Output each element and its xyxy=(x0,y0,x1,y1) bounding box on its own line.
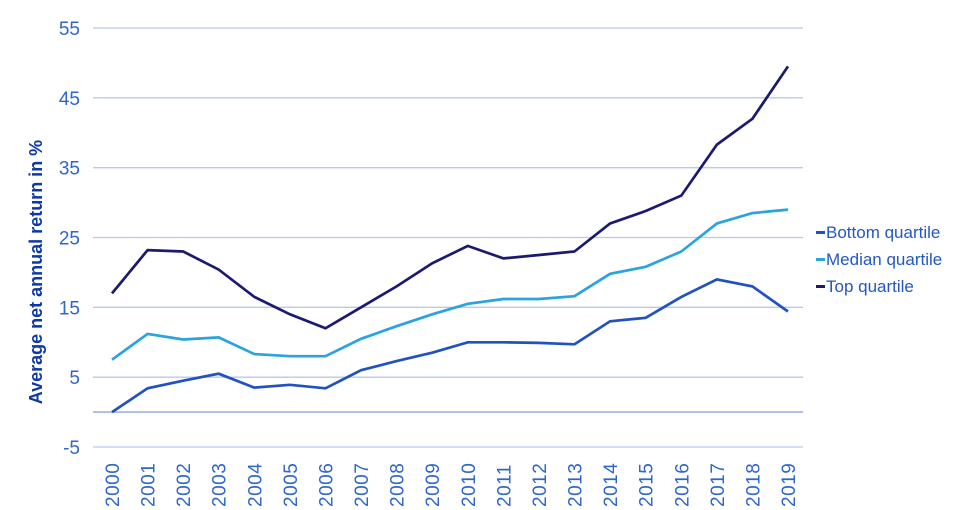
legend: Bottom quartile Median quartile Top quar… xyxy=(816,219,942,300)
x-tick-label: 2014 xyxy=(601,463,622,507)
x-tick-label: 2012 xyxy=(530,463,551,507)
x-tick-label: 2017 xyxy=(708,463,729,507)
x-tick-label: 2001 xyxy=(139,463,160,507)
x-tick-label: 2010 xyxy=(459,463,480,507)
x-tick-label: 2018 xyxy=(743,463,764,507)
y-tick-label: 25 xyxy=(59,229,80,250)
legend-dash-icon xyxy=(816,285,825,288)
y-tick-label: -5 xyxy=(63,438,80,459)
series-line-bottom-quartile xyxy=(111,277,789,414)
legend-dash-icon xyxy=(816,258,825,261)
x-tick-label: 2006 xyxy=(316,463,337,507)
legend-label: Bottom quartile xyxy=(826,222,941,242)
legend-item-bottom-quartile: Bottom quartile xyxy=(816,219,942,246)
x-tick-label: 2005 xyxy=(281,463,302,507)
x-tick-label: 2015 xyxy=(637,463,658,507)
x-tick-label: 2003 xyxy=(210,463,231,507)
x-tick-label: 2016 xyxy=(672,463,693,507)
legend-label: Median quartile xyxy=(826,249,943,269)
x-tick-label: 2007 xyxy=(352,463,373,507)
x-tick-label: 2000 xyxy=(103,463,124,507)
y-tick-label: 15 xyxy=(59,298,80,319)
y-tick-label: 55 xyxy=(59,19,80,40)
legend-dash-icon xyxy=(816,231,825,234)
y-tick-label: 35 xyxy=(59,159,80,180)
series-line-median-quartile xyxy=(111,208,789,361)
x-tick-label: 2004 xyxy=(245,463,266,507)
series-line-top-quartile xyxy=(110,65,790,330)
x-tick-label: 2008 xyxy=(388,463,409,507)
x-tick-label: 2019 xyxy=(779,463,800,507)
legend-item-top-quartile: Top quartile xyxy=(816,273,942,300)
legend-item-median-quartile: Median quartile xyxy=(816,246,942,273)
x-tick-label: 2009 xyxy=(423,463,444,507)
x-tick-label: 2002 xyxy=(174,463,195,507)
y-tick-label: 45 xyxy=(59,89,80,110)
legend-label: Top quartile xyxy=(826,276,914,296)
x-tick-label: 2013 xyxy=(566,463,587,507)
x-tick-label: 2011 xyxy=(494,464,515,507)
y-tick-label: 5 xyxy=(69,368,80,389)
